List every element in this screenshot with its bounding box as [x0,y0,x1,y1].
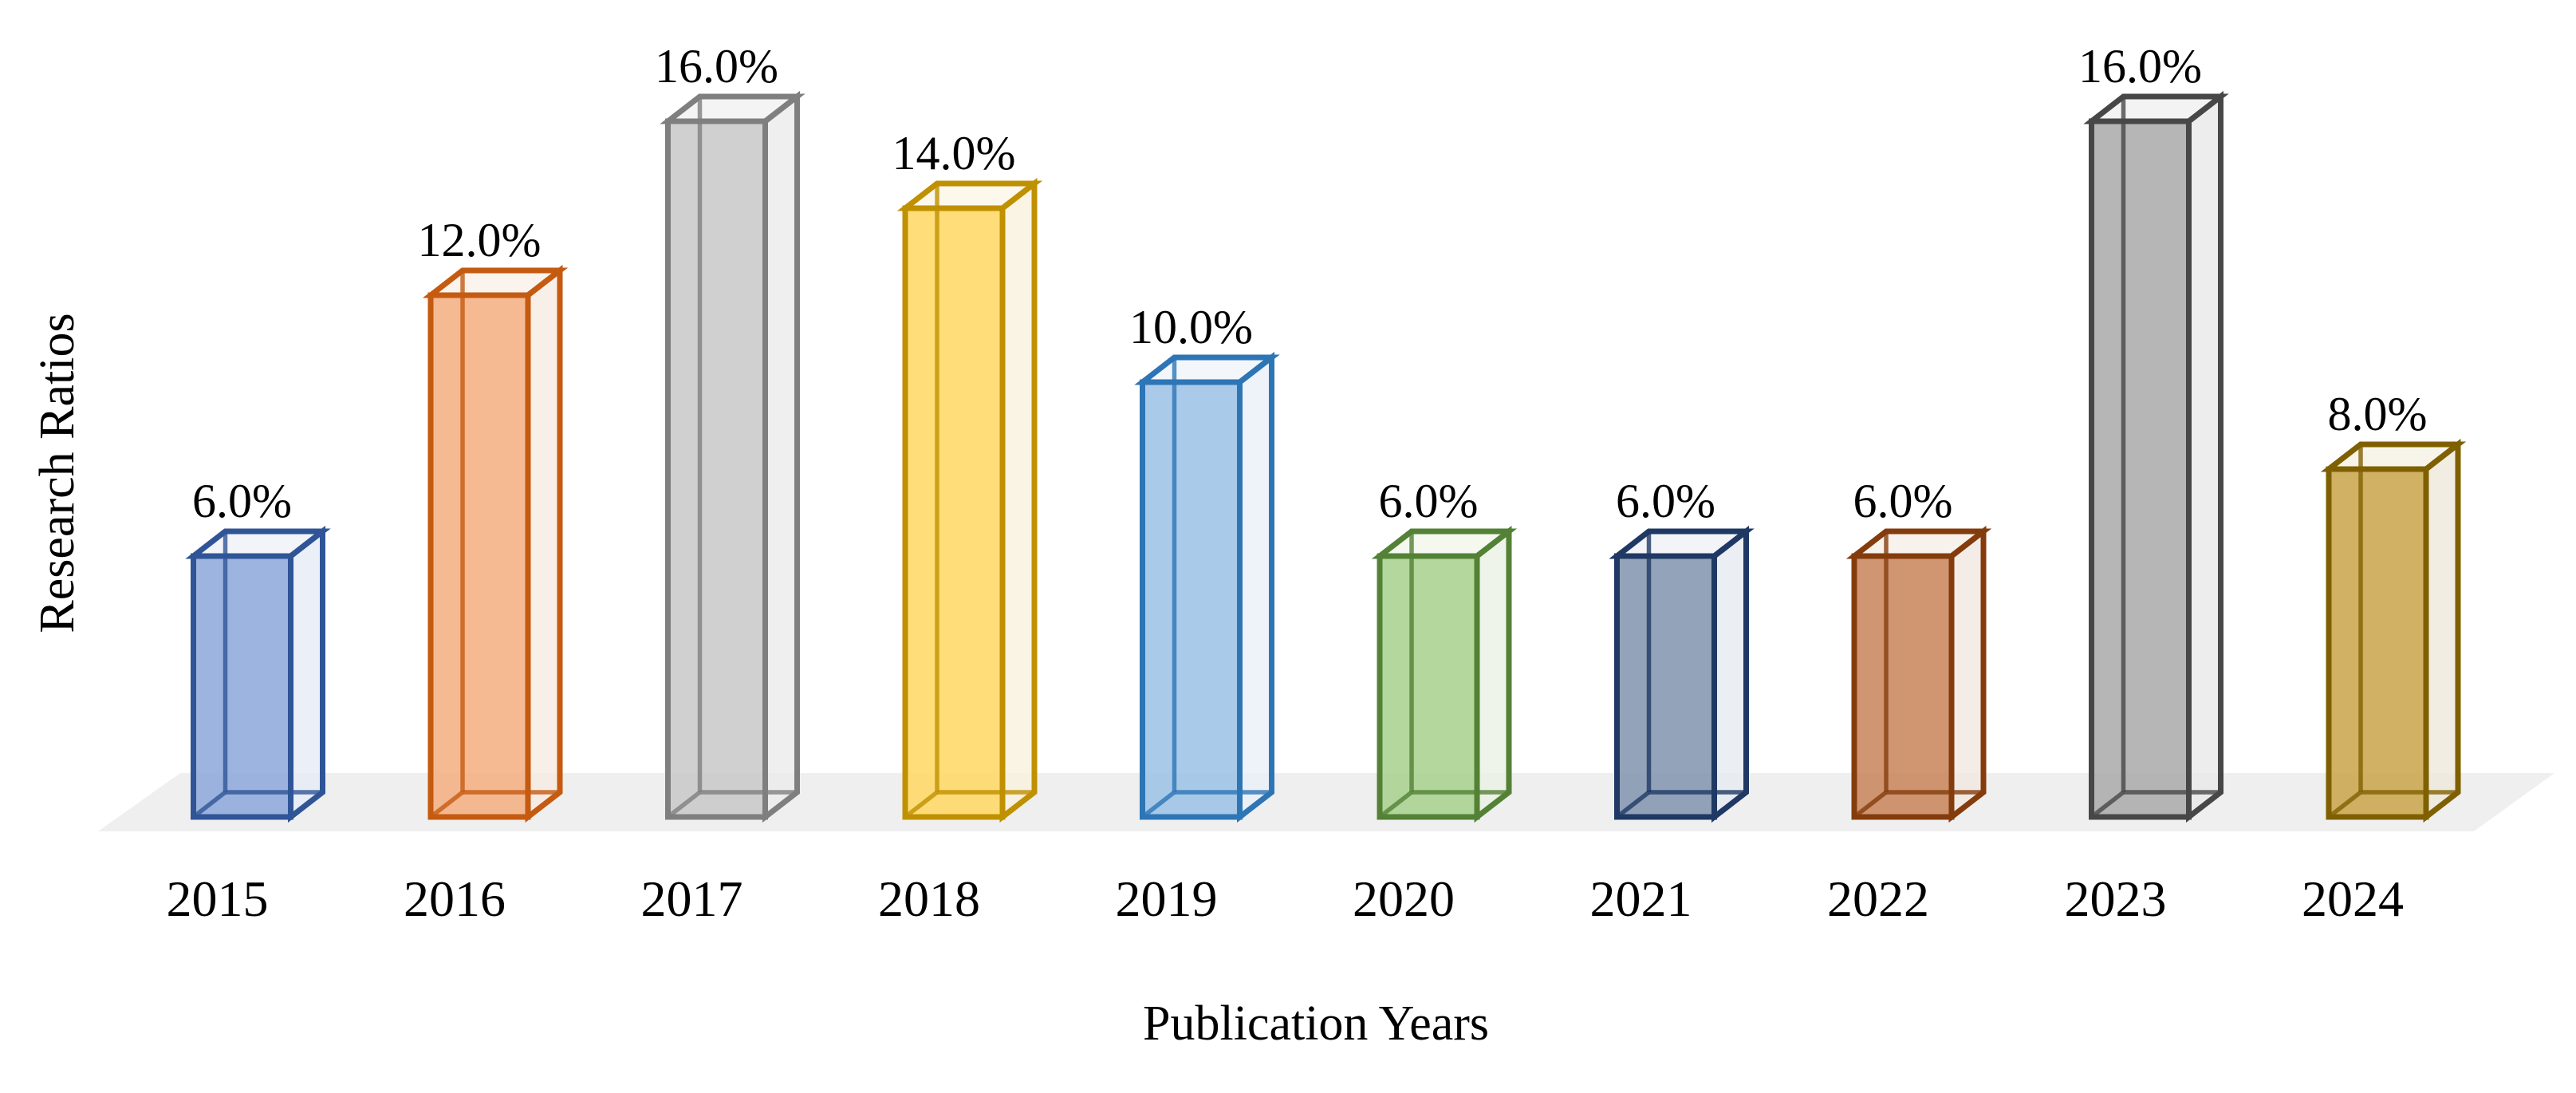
bar-front-outline [1377,553,1480,820]
bar-side-face [1714,531,1747,817]
bar-front-outline [191,553,293,820]
bar-value-label: 6.0% [1853,475,1953,527]
bar-front-outline [1851,553,1955,820]
bar-side-face [765,97,798,817]
bar-left-depth-edge [904,790,939,819]
bar-side-face [1002,183,1034,817]
bar-left-depth-edge [2090,790,2125,819]
x-tick-label: 2019 [1116,870,1218,927]
bar-value-label: 6.0% [192,475,292,527]
bar-left-depth-edge [1140,790,1176,819]
x-tick-label: 2021 [1590,870,1692,927]
bar-2021 [1609,525,1755,823]
bar-value-label: 16.0% [655,40,778,93]
bar-2024 [2320,438,2467,823]
y-axis-title: Research Ratios [30,313,85,633]
bar-side-face [1952,531,1983,817]
bar-front-face [1854,556,1952,817]
bar-left-depth-edge [666,790,702,819]
bar-2016 [422,264,569,823]
x-tick-label: 2023 [2065,870,2167,927]
bar-value-label: 14.0% [892,127,1016,180]
x-tick-label: 2020 [1353,870,1455,927]
x-tick-label: 2016 [404,870,506,927]
bar-value-label: 6.0% [1379,475,1479,527]
bars-layer [185,90,2467,823]
bar-front-outline [902,205,1006,820]
bar-value-label: 12.0% [418,214,542,266]
bar-left-depth-edge [2327,790,2362,819]
bar-front-outline [1140,379,1243,820]
bar-front-face [1617,556,1715,817]
bar-front-face [905,208,1002,817]
bar-front-face [1380,556,1477,817]
bar-front-outline [2089,118,2192,820]
bar-2018 [896,177,1043,823]
bar-front-outline [665,118,768,820]
bar-front-face [193,556,291,817]
bar-2022 [1845,525,1992,823]
bar-front-face [2091,121,2189,817]
bar-side-face [1239,357,1272,817]
bar-side-face [1477,531,1509,817]
bar-front-face [2329,469,2426,817]
labels-layer: 6.0% 2015 12.0% 2016 16.0% 2017 14.0% 2018 10.0%… [167,40,2428,927]
bar-front-outline [2326,466,2429,820]
bar-value-label: 8.0% [2328,388,2428,440]
bar-value-label: 10.0% [1129,301,1253,353]
bar-side-face [528,270,560,817]
bar-front-face [668,121,766,817]
bar-left-depth-edge [1378,790,1413,819]
bar-left-depth-edge [1615,790,1651,819]
bar-side-face [290,531,323,817]
bar-side-face [2188,97,2221,817]
bar-2019 [1134,351,1280,823]
bar-front-face [1142,382,1240,817]
bar-side-face [2426,444,2458,817]
x-tick-label: 2022 [1827,870,1929,927]
x-tick-label: 2015 [167,870,269,927]
bar-2017 [660,90,805,823]
bar-front-outline [427,292,531,820]
x-axis-title: Publication Years [1143,996,1489,1051]
bar-left-depth-edge [1853,790,1888,819]
bar-2023 [2083,90,2229,823]
x-tick-label: 2024 [2302,870,2404,927]
x-tick-label: 2017 [641,870,743,927]
bar-value-label: 6.0% [1616,475,1715,527]
bar-value-label: 16.0% [2078,40,2202,93]
x-tick-label: 2018 [878,870,980,927]
bar-front-outline [1614,553,1717,820]
bar-left-depth-edge [191,790,227,819]
bar-left-depth-edge [429,790,464,819]
bar-2015 [185,525,331,823]
bar-2020 [1371,525,1518,823]
bar-front-face [431,295,528,817]
